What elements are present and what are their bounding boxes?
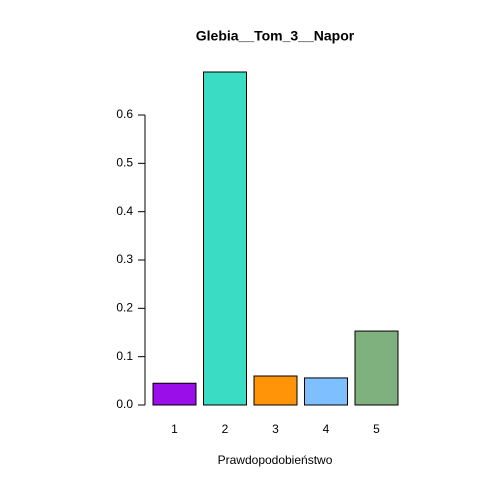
- x-axis-label: Prawdopodobieństwo: [218, 453, 333, 467]
- y-tick-label: 0.2: [116, 301, 133, 315]
- x-tick-label: 3: [272, 422, 279, 436]
- y-tick-label: 0.4: [116, 204, 133, 218]
- x-tick-label: 4: [323, 422, 330, 436]
- y-tick-label: 0.5: [116, 156, 133, 170]
- y-tick-label: 0.0: [116, 397, 133, 411]
- x-tick-label: 2: [222, 422, 229, 436]
- bar: [304, 377, 348, 406]
- bar: [253, 375, 298, 406]
- y-tick-label: 0.1: [116, 349, 133, 363]
- chart-title: Glebia__Tom_3__Napor: [196, 28, 355, 44]
- bar: [354, 330, 399, 406]
- y-tick-label: 0.6: [116, 107, 133, 121]
- x-tick-label: 1: [171, 422, 178, 436]
- x-tick-label: 5: [373, 422, 380, 436]
- bar: [203, 71, 247, 406]
- y-tick-label: 0.3: [116, 252, 133, 266]
- bar: [152, 382, 197, 406]
